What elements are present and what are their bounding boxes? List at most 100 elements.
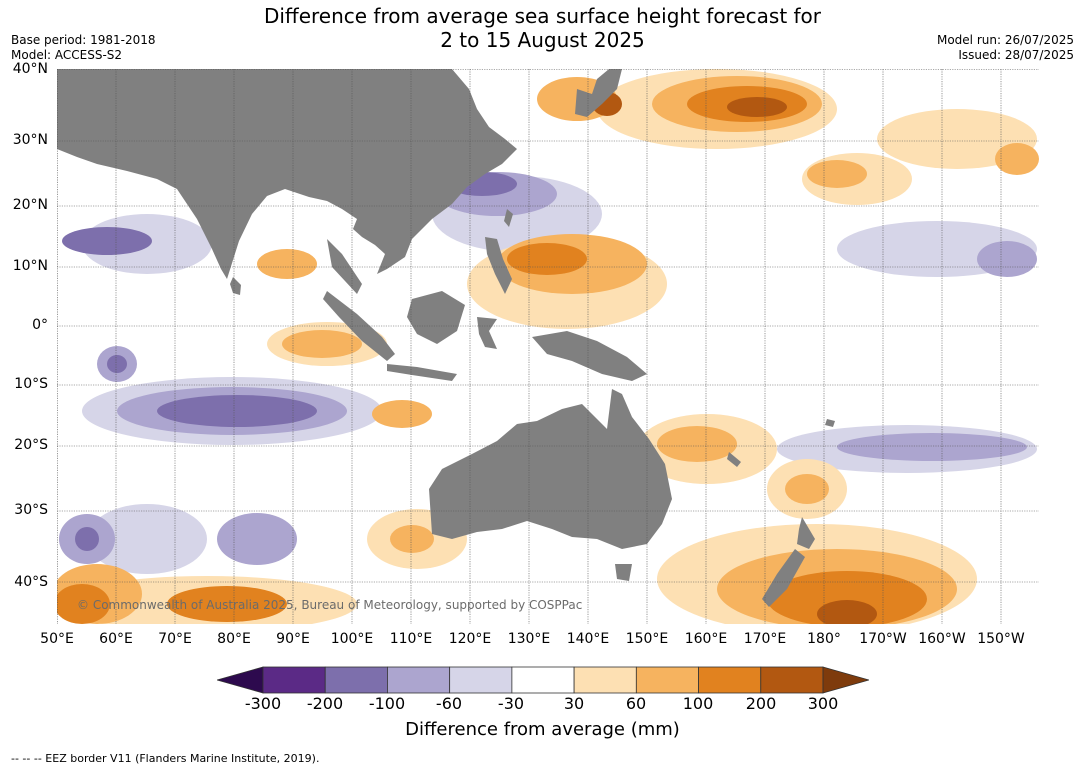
anomaly-region <box>167 586 287 622</box>
anomaly-region <box>817 600 877 624</box>
lon-label: 170°W <box>859 631 907 647</box>
anomaly-region <box>837 433 1027 461</box>
colorbar-swatch <box>262 666 326 694</box>
model-run: Model run: 26/07/2025 <box>936 33 1074 47</box>
land-australia <box>429 389 672 549</box>
colorbar-tick: 200 <box>745 694 777 713</box>
land-borneo <box>407 291 465 344</box>
lon-label: 130°E <box>507 631 551 647</box>
colorbar-swatch <box>635 666 699 694</box>
anomaly-region <box>107 355 127 373</box>
eez-footnote: -- -- -- EEZ border V11 (Flanders Marine… <box>11 752 320 765</box>
colorbar-swatch <box>760 666 824 694</box>
lat-label: 0° <box>32 317 48 333</box>
positive-anomaly-regions <box>57 69 1039 624</box>
land-tasmania <box>615 564 632 581</box>
lon-label: 180° <box>807 631 841 647</box>
lon-label: 80°E <box>217 631 251 647</box>
lon-label: 120°E <box>448 631 492 647</box>
model-name: Model: ACCESS-S2 <box>11 48 123 62</box>
anomaly-region <box>217 513 297 565</box>
lat-label: 20°S <box>14 437 48 453</box>
map-svg <box>57 69 1039 624</box>
lon-label: 90°E <box>276 631 310 647</box>
colorbar-arrow-low <box>215 666 264 694</box>
land-new-caledonia <box>727 452 741 467</box>
colorbar-swatch <box>324 666 388 694</box>
anomaly-region <box>372 400 432 428</box>
colorbar-tick: 300 <box>807 694 839 713</box>
land-sulawesi <box>477 317 497 349</box>
colorbar-title: Difference from average (mm) <box>405 719 680 740</box>
colorbar-tick: 30 <box>563 694 585 713</box>
colorbar-swatch <box>449 666 513 694</box>
map-title: Difference from average sea surface heig… <box>0 4 1085 52</box>
land-nz-north <box>797 517 815 549</box>
negative-anomaly-regions <box>59 97 1037 574</box>
lon-label: 150°W <box>977 631 1025 647</box>
land-sri-lanka <box>230 277 241 295</box>
sea-height-map: © Commonwealth of Australia 2025, Bureau… <box>57 69 1039 624</box>
lon-label: 70°E <box>158 631 192 647</box>
colorbar-tick: -100 <box>368 694 406 713</box>
anomaly-region <box>807 160 867 188</box>
base-period: Base period: 1981-2018 <box>11 33 156 47</box>
anomaly-region <box>785 474 829 504</box>
anomaly-region <box>657 426 737 462</box>
lat-label: 30°N <box>12 132 48 148</box>
anomaly-region <box>87 504 207 574</box>
colorbar-swatch <box>698 666 762 694</box>
colorbar-arrow-high <box>822 666 871 694</box>
lat-label: 10°S <box>14 376 48 392</box>
land-asia <box>57 69 517 279</box>
lon-label: 160°W <box>918 631 966 647</box>
colorbar-tick: -30 <box>497 694 525 713</box>
lon-label: 110°E <box>389 631 433 647</box>
colorbar-tick: 100 <box>682 694 714 713</box>
colorbar-tick: -60 <box>435 694 463 713</box>
anomaly-region <box>62 227 152 255</box>
lon-label: 160°E <box>684 631 728 647</box>
land-java <box>387 364 457 381</box>
colorbar-swatch <box>511 666 575 694</box>
anomaly-region <box>157 395 317 427</box>
graticule <box>57 69 1039 624</box>
land-taiwan <box>504 209 513 227</box>
colorbar-swatch <box>573 666 637 694</box>
colorbar-tick: 60 <box>625 694 647 713</box>
lon-label: 140°E <box>566 631 610 647</box>
lon-label: 50°E <box>40 631 74 647</box>
lon-label: 170°E <box>743 631 787 647</box>
lon-label: 100°E <box>330 631 374 647</box>
land-sumatra <box>323 291 395 361</box>
land-malay <box>327 239 362 294</box>
lon-label: 60°E <box>99 631 133 647</box>
lon-label: 150°E <box>625 631 669 647</box>
anomaly-region <box>75 527 99 551</box>
colorbar-tick: -300 <box>244 694 282 713</box>
land <box>57 69 835 607</box>
lat-label: 10°N <box>12 258 48 274</box>
anomaly-region <box>282 330 362 358</box>
lat-label: 20°N <box>12 197 48 213</box>
title-line-1: Difference from average sea surface heig… <box>263 4 822 28</box>
colorbar-swatch <box>387 666 451 694</box>
issued-date: Issued: 28/07/2025 <box>958 48 1074 62</box>
land-nz-south <box>762 549 805 607</box>
colorbar <box>215 665 871 699</box>
meta-left: Base period: 1981-2018 Model: ACCESS-S2 <box>11 33 156 63</box>
colorbar-tick: -200 <box>306 694 344 713</box>
anomaly-region <box>767 571 927 624</box>
lat-label: 30°S <box>14 502 48 518</box>
copyright-notice: © Commonwealth of Australia 2025, Bureau… <box>77 598 583 612</box>
meta-right: Model run: 26/07/2025 Issued: 28/07/2025 <box>937 33 1074 63</box>
anomaly-region <box>390 525 434 553</box>
colorbar-svg <box>215 666 871 694</box>
title-line-2: 2 to 15 August 2025 <box>440 28 645 52</box>
lat-label: 40°S <box>14 574 48 590</box>
anomaly-region <box>727 97 787 117</box>
land-philippines <box>485 237 512 294</box>
anomaly-region <box>995 143 1039 175</box>
land-japan <box>575 69 622 117</box>
anomaly-region <box>977 241 1037 277</box>
